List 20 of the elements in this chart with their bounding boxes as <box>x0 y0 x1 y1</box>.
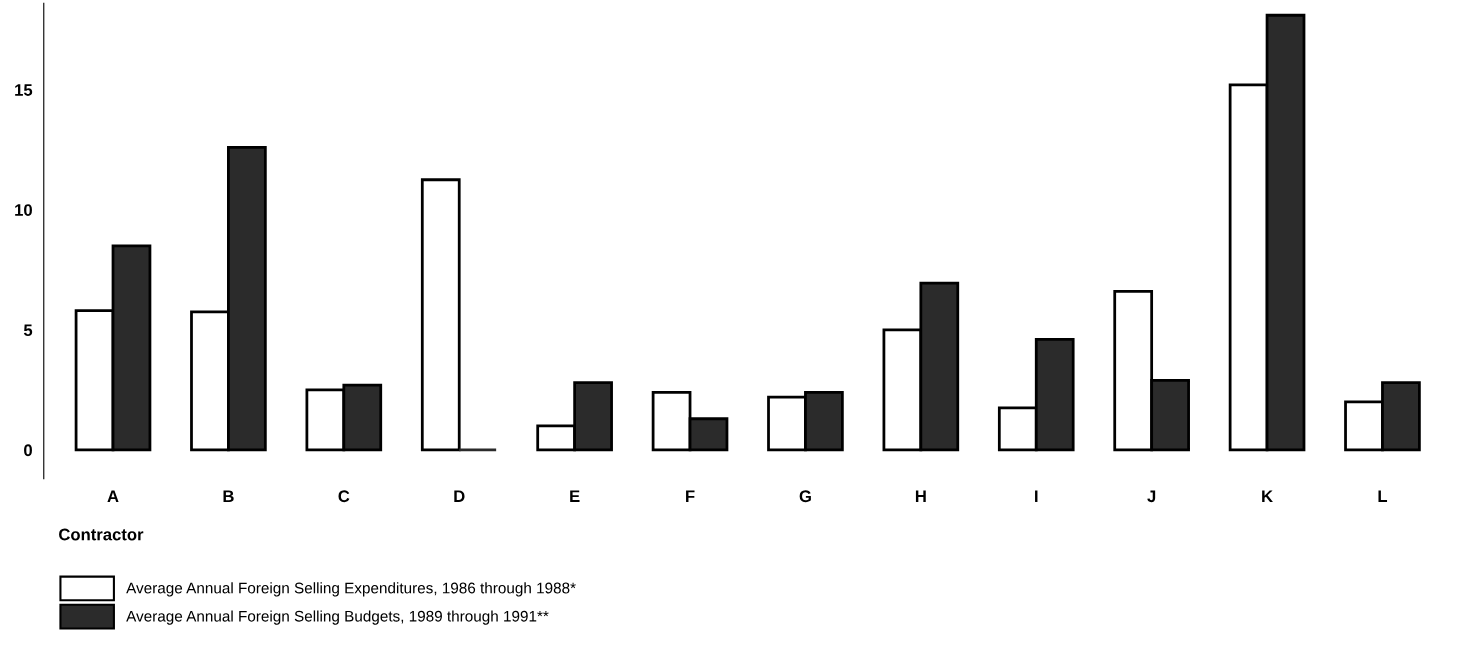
x-tick-label: L <box>1378 490 1388 502</box>
x-tick-label: A <box>107 490 119 502</box>
x-tick-label: C <box>338 490 350 503</box>
y-tick-label: 15 <box>15 84 33 96</box>
x-tick-label: E <box>570 490 580 502</box>
y-tick-label: 10 <box>15 204 32 216</box>
x-tick-label: F <box>686 490 695 502</box>
x-tick-label: I <box>1035 490 1038 502</box>
x-axis-title: Contractor <box>59 528 144 541</box>
x-tick-label: K <box>1262 490 1273 502</box>
x-tick-label: D <box>454 490 465 502</box>
bar <box>420 178 461 452</box>
x-tick-label: J <box>1147 490 1156 503</box>
legend-label: Average Annual Foreign Selling Budgets, 1989 through 1991** <box>126 610 549 625</box>
y-tick-label: 0 <box>24 444 32 457</box>
x-tick-label: G <box>799 490 811 503</box>
legend-label: Average Annual Foreign Selling Expenditures, 1986 through 1988* <box>126 582 576 597</box>
x-tick-label: H <box>915 490 926 502</box>
y-tick-label: 5 <box>23 324 33 337</box>
x-tick-label: B <box>223 490 234 502</box>
